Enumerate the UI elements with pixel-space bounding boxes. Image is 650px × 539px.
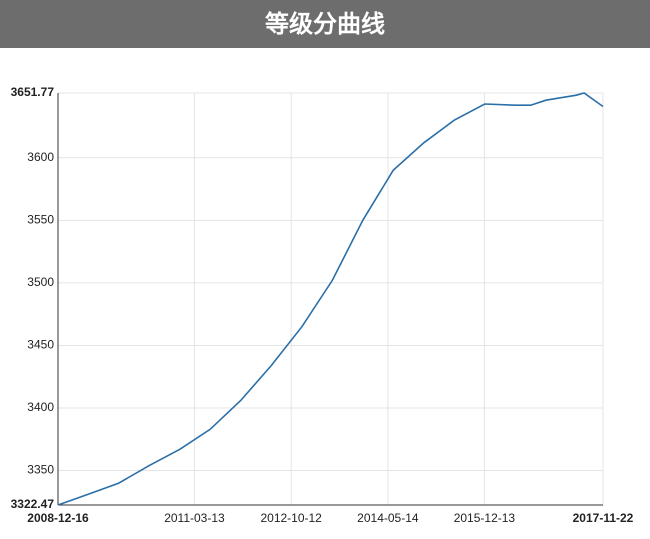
data-line xyxy=(57,92,604,506)
y-tick-label: 3500 xyxy=(27,275,54,289)
y-tick-label: 3600 xyxy=(27,150,54,164)
chart-title: 等级分曲线 xyxy=(0,0,650,48)
y-tick-label: 3350 xyxy=(27,463,54,477)
y-tick-label: 3450 xyxy=(27,338,54,352)
y-tick-label: 3322.47 xyxy=(11,497,55,511)
x-tick-label: 2014-05-14 xyxy=(357,511,419,525)
x-tick-label: 2017-11-22 xyxy=(573,511,634,525)
y-tick-label: 3651.77 xyxy=(11,85,55,99)
chart: 3322.47 3350 3400 3450 3500 3550 3600 3651.77 20… xyxy=(11,85,634,525)
x-tick-label: 2011-03-13 xyxy=(164,511,225,525)
x-tick-label: 2015-12-13 xyxy=(454,511,516,525)
y-tick-label: 3550 xyxy=(27,213,54,227)
x-tick-label: 2008-12-16 xyxy=(27,511,89,525)
y-tick-label: 3400 xyxy=(27,400,54,414)
x-tick-label: 2012-10-12 xyxy=(260,511,322,525)
